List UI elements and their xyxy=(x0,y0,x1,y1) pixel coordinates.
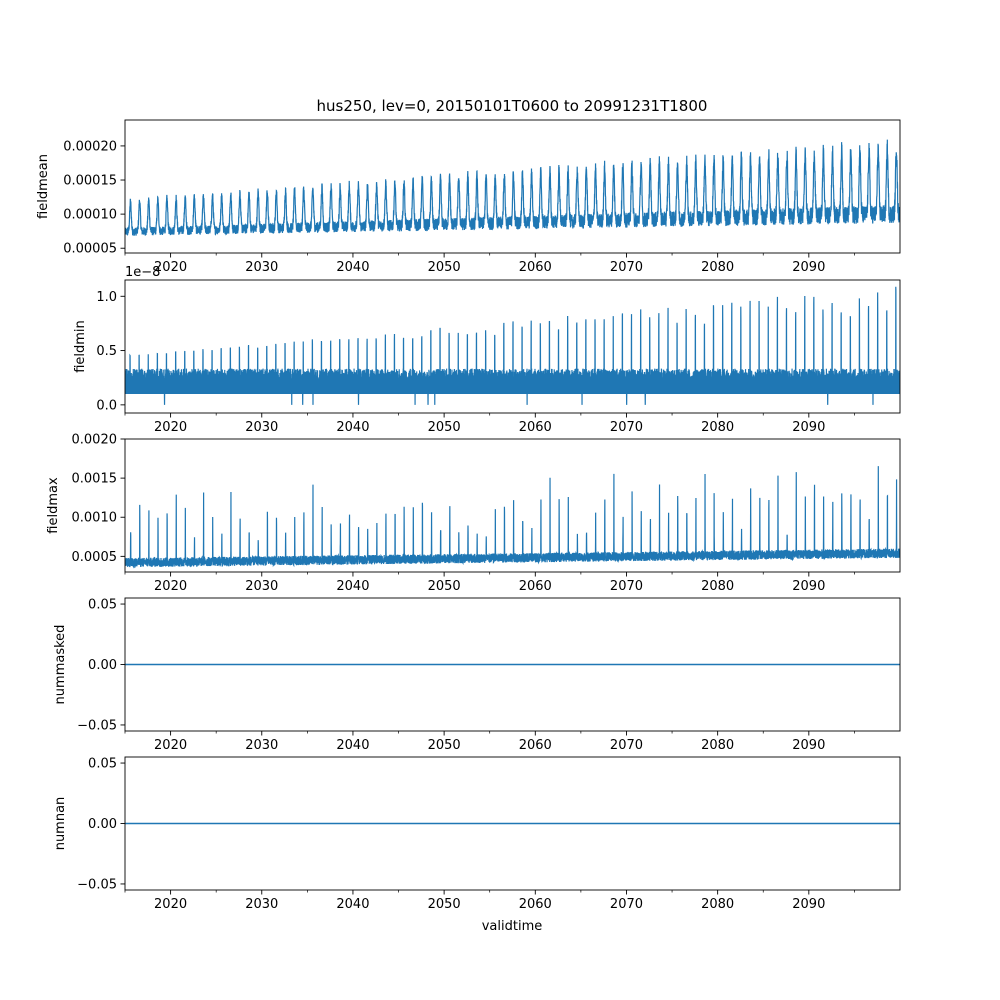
x-tick-label: 2020 xyxy=(154,579,187,594)
x-tick-label: 2070 xyxy=(610,420,643,435)
y-tick-label: 0.0 xyxy=(96,398,117,413)
x-tick-label: 2040 xyxy=(336,420,369,435)
y-axis-label: fieldmean xyxy=(36,154,51,219)
x-tick-label: 2060 xyxy=(519,897,552,912)
y-tick-label: −0.05 xyxy=(77,718,117,733)
x-tick-label: 2060 xyxy=(519,420,552,435)
y-offset-text: 1e−8 xyxy=(125,265,160,280)
y-tick-label: 0.00 xyxy=(88,658,117,673)
y-tick-label: 0.0010 xyxy=(72,511,118,526)
x-tick-label: 2090 xyxy=(792,738,825,753)
axes-frame xyxy=(124,438,901,573)
x-tick-label: 2070 xyxy=(610,579,643,594)
panel-fieldmean: 2020 2030 2040 2050 2060 2070 2080 2090 0.00005 0… xyxy=(36,119,901,275)
x-tick-label: 2030 xyxy=(245,738,278,753)
x-tick-label: 2050 xyxy=(428,738,461,753)
x-tick-label: 2050 xyxy=(428,579,461,594)
x-tick-label: 2070 xyxy=(610,738,643,753)
x-tick-label: 2080 xyxy=(701,738,734,753)
y-tick-label: 0.0005 xyxy=(72,550,118,565)
y-tick-label: 0.00015 xyxy=(63,174,117,189)
axes-frame xyxy=(124,279,901,414)
y-tick-label: 0.00005 xyxy=(63,242,117,257)
y-axis-label: fieldmin xyxy=(73,320,88,373)
axes-frame xyxy=(124,119,901,254)
y-tick-label: −0.05 xyxy=(77,877,117,892)
x-tick-label: 2030 xyxy=(245,579,278,594)
panels-container: 2020 2030 2040 2050 2060 2070 2080 2090 0.00005 0… xyxy=(36,119,901,912)
x-tick-label: 2020 xyxy=(154,738,187,753)
y-axis-label: fieldmax xyxy=(46,477,61,534)
x-tick-label: 2050 xyxy=(428,420,461,435)
x-tick-label: 2070 xyxy=(610,897,643,912)
x-tick-label: 2060 xyxy=(519,260,552,275)
y-tick-label: 0.0020 xyxy=(72,433,118,448)
series-line-fieldmean xyxy=(125,139,900,237)
x-tick-label: 2080 xyxy=(701,420,734,435)
chart-title: hus250, lev=0, 20150101T0600 to 20991231… xyxy=(317,97,708,115)
x-tick-label: 2070 xyxy=(610,260,643,275)
panel-fieldmax: 2020 2030 2040 2050 2060 2070 2080 2090 0.0005 0.… xyxy=(46,433,901,594)
x-tick-label: 2080 xyxy=(701,579,734,594)
x-tick-label: 2090 xyxy=(792,260,825,275)
x-tick-label: 2040 xyxy=(336,579,369,594)
panel-nummasked: 2020 2030 2040 2050 2060 2070 2080 2090 −0.05 0.0… xyxy=(53,598,901,753)
x-tick-label: 2040 xyxy=(336,260,369,275)
x-tick-label: 2090 xyxy=(792,420,825,435)
y-tick-label: 0.05 xyxy=(88,757,117,772)
x-axis-label: validtime xyxy=(482,919,543,934)
x-tick-label: 2050 xyxy=(428,260,461,275)
x-tick-label: 2030 xyxy=(245,420,278,435)
y-tick-label: 0.0015 xyxy=(72,472,118,487)
panel-fieldmin: 2020 2030 2040 2050 2060 2070 2080 2090 0.0 0.5 1.… xyxy=(73,265,901,435)
x-tick-label: 2020 xyxy=(154,420,187,435)
x-tick-label: 2090 xyxy=(792,579,825,594)
series-line-fieldmin xyxy=(125,286,900,405)
x-tick-label: 2030 xyxy=(245,260,278,275)
y-tick-label: 0.00010 xyxy=(63,208,117,223)
x-tick-label: 2030 xyxy=(245,897,278,912)
y-tick-label: 0.00020 xyxy=(63,139,117,154)
x-tick-label: 2090 xyxy=(792,897,825,912)
x-tick-label: 2060 xyxy=(519,738,552,753)
x-tick-label: 2020 xyxy=(154,897,187,912)
x-tick-label: 2050 xyxy=(428,897,461,912)
x-tick-label: 2080 xyxy=(701,260,734,275)
x-tick-label: 2040 xyxy=(336,738,369,753)
y-tick-label: 0.5 xyxy=(96,344,117,359)
y-axis-label: numnan xyxy=(53,797,68,851)
x-tick-label: 2080 xyxy=(701,897,734,912)
series-line-fieldmax xyxy=(125,466,900,569)
y-tick-label: 0.00 xyxy=(88,817,117,832)
x-tick-label: 2020 xyxy=(154,260,187,275)
x-tick-label: 2060 xyxy=(519,579,552,594)
y-tick-label: 0.05 xyxy=(88,598,117,613)
y-tick-label: 1.0 xyxy=(96,290,117,305)
x-tick-label: 2040 xyxy=(336,897,369,912)
panel-numnan: 2020 2030 2040 2050 2060 2070 2080 2090 −0.05 0.0… xyxy=(53,757,901,912)
y-axis-label: nummasked xyxy=(53,625,68,705)
